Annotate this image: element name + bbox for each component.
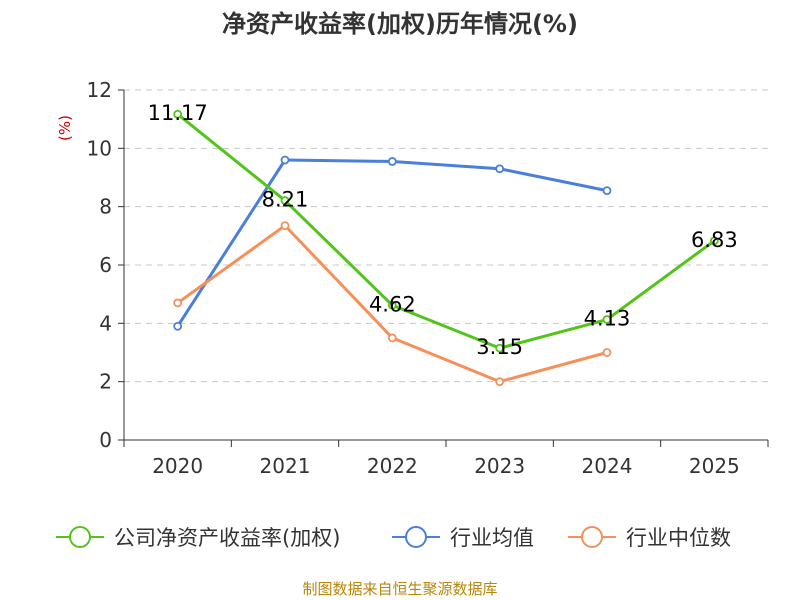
legend-label: 行业均值 xyxy=(450,526,534,550)
y-tick-label: 12 xyxy=(87,78,112,102)
data-label: 11.17 xyxy=(148,101,208,125)
data-point xyxy=(495,343,505,353)
data-point xyxy=(709,236,719,246)
data-point xyxy=(173,109,183,119)
data-point xyxy=(495,164,505,174)
legend: 公司净资产收益率(加权) 行业均值 行业中位数 xyxy=(56,526,731,550)
data-point xyxy=(602,315,612,324)
x-tick-label: 2025 xyxy=(689,454,740,478)
data-point xyxy=(280,196,290,205)
y-tick-label: 0 xyxy=(99,428,112,452)
series-layer xyxy=(173,109,719,387)
data-point xyxy=(173,298,183,308)
data-point xyxy=(387,333,397,343)
legend-label: 公司净资产收益率(加权) xyxy=(114,526,340,550)
data-label: 8.21 xyxy=(262,188,309,212)
data-point xyxy=(280,155,290,165)
x-tick-label: 2023 xyxy=(474,454,525,478)
chart-title: 净资产收益率(加权)历年情况(%) xyxy=(222,10,578,38)
legend-label: 行业中位数 xyxy=(626,526,731,550)
data-labels: 11.17 8.21 4.62 3.15 4.13 6.83 xyxy=(148,101,738,359)
series-line xyxy=(176,113,716,350)
data-label: 4.62 xyxy=(369,292,416,316)
data-point xyxy=(602,186,612,196)
x-tick-label: 2022 xyxy=(367,454,418,478)
data-point xyxy=(495,377,505,387)
grid xyxy=(124,89,768,383)
x-tick-label: 2021 xyxy=(260,454,311,478)
legend-swatch-marker xyxy=(69,526,91,548)
y-tick-label: 4 xyxy=(99,311,112,335)
y-tick-label: 10 xyxy=(87,136,112,160)
y-tick-label: 8 xyxy=(99,195,112,219)
x-tick-label: 2024 xyxy=(582,454,633,478)
y-tick-label: 6 xyxy=(99,253,112,277)
data-point xyxy=(602,348,612,357)
y-tick-label: 2 xyxy=(99,370,112,394)
data-label: 3.15 xyxy=(476,335,523,359)
data-label: 4.13 xyxy=(584,307,631,331)
x-tick-label: 2020 xyxy=(152,454,203,478)
data-point xyxy=(387,157,397,166)
data-point xyxy=(173,321,183,331)
y-axis-label: (%) xyxy=(56,115,74,141)
source-note: 制图数据来自恒生聚源数据库 xyxy=(302,580,497,598)
legend-swatch-marker xyxy=(405,526,427,548)
data-label: 6.83 xyxy=(691,228,738,252)
legend-swatch-marker xyxy=(581,526,603,548)
data-point xyxy=(387,300,397,310)
data-point xyxy=(280,221,290,231)
axes: 0 2 4 6 8 10 12 2020 2021 2022 2023 2024 2025 xyxy=(87,78,769,478)
